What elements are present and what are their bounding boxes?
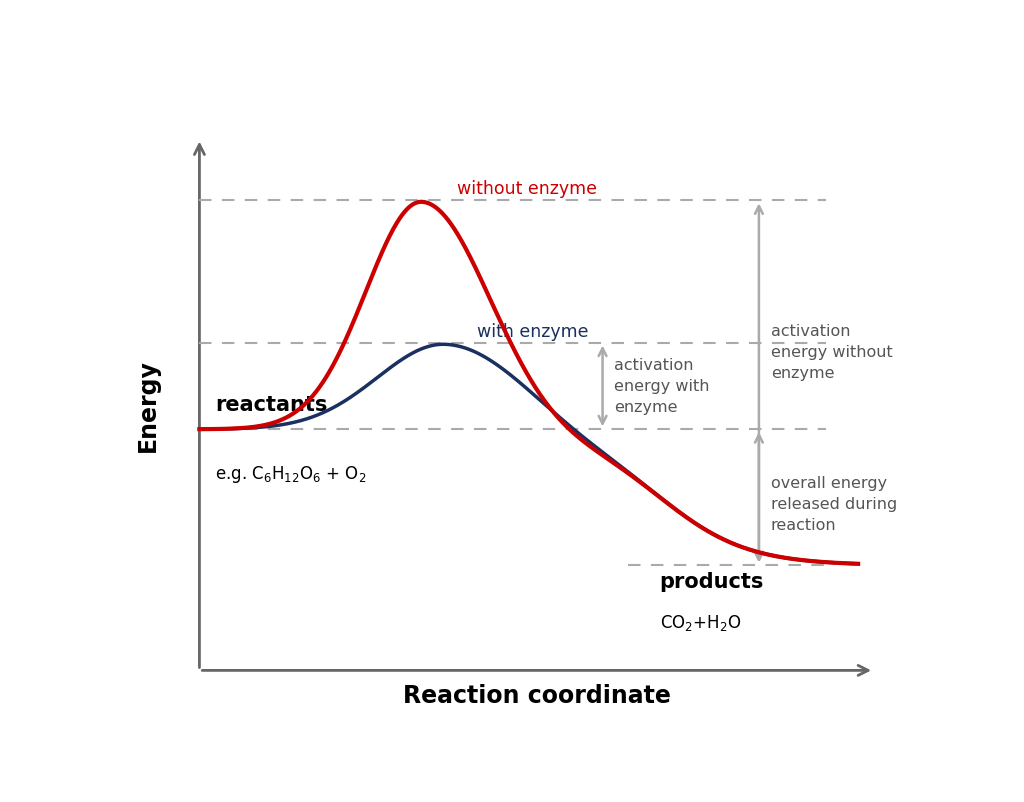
Text: reactants: reactants [215, 395, 328, 415]
Text: Energy: Energy [136, 358, 160, 452]
Text: activation
energy with
enzyme: activation energy with enzyme [614, 358, 710, 415]
Text: e.g. C$_6$H$_{12}$O$_6$ + O$_2$: e.g. C$_6$H$_{12}$O$_6$ + O$_2$ [215, 464, 367, 484]
Text: CO$_2$+H$_2$O: CO$_2$+H$_2$O [659, 612, 741, 632]
Text: overall energy
released during
reaction: overall energy released during reaction [771, 476, 897, 533]
Text: without enzyme: without enzyme [458, 180, 597, 198]
Text: Reaction coordinate: Reaction coordinate [402, 683, 671, 707]
Text: activation
energy without
enzyme: activation energy without enzyme [771, 324, 893, 381]
Text: with enzyme: with enzyme [477, 322, 589, 340]
Text: products: products [659, 572, 764, 592]
